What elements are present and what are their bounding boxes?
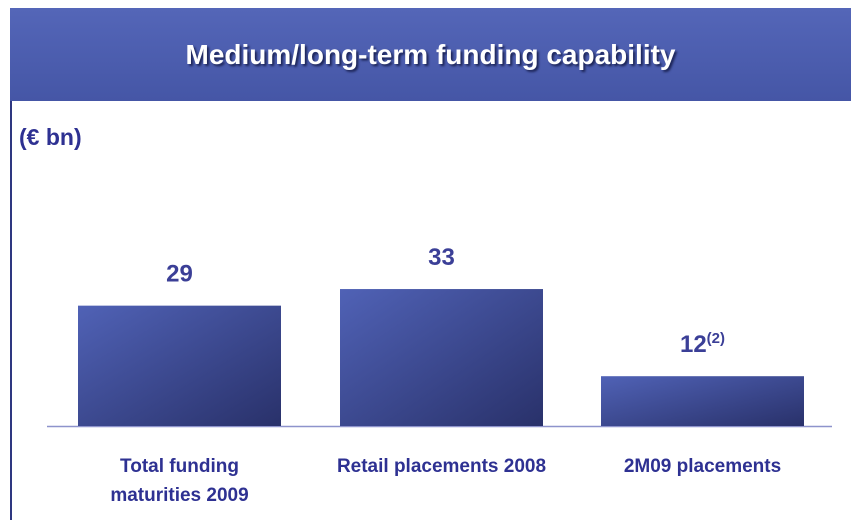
unit-label: (€ bn) xyxy=(19,124,82,150)
chart-title: Medium/long-term funding capability xyxy=(185,38,676,70)
category-label: Total funding maturities 2009 xyxy=(110,456,249,506)
bar xyxy=(78,305,281,426)
value-label: 33 xyxy=(428,244,455,271)
value-label-number: 12 xyxy=(680,331,707,358)
category-label: Retail placements 2008 xyxy=(336,456,547,477)
value-label-number: 33 xyxy=(428,244,455,271)
value-label: 12(2) xyxy=(680,330,725,358)
frame-line xyxy=(10,101,12,520)
header: Medium/long-term funding capability xyxy=(10,8,851,101)
category-label: 2M09 placements xyxy=(623,456,782,477)
bar xyxy=(340,289,543,426)
value-label: 29 xyxy=(166,261,193,288)
value-label-number: 29 xyxy=(166,261,193,288)
bar xyxy=(601,376,804,426)
footnote-mark: (2) xyxy=(707,330,725,347)
